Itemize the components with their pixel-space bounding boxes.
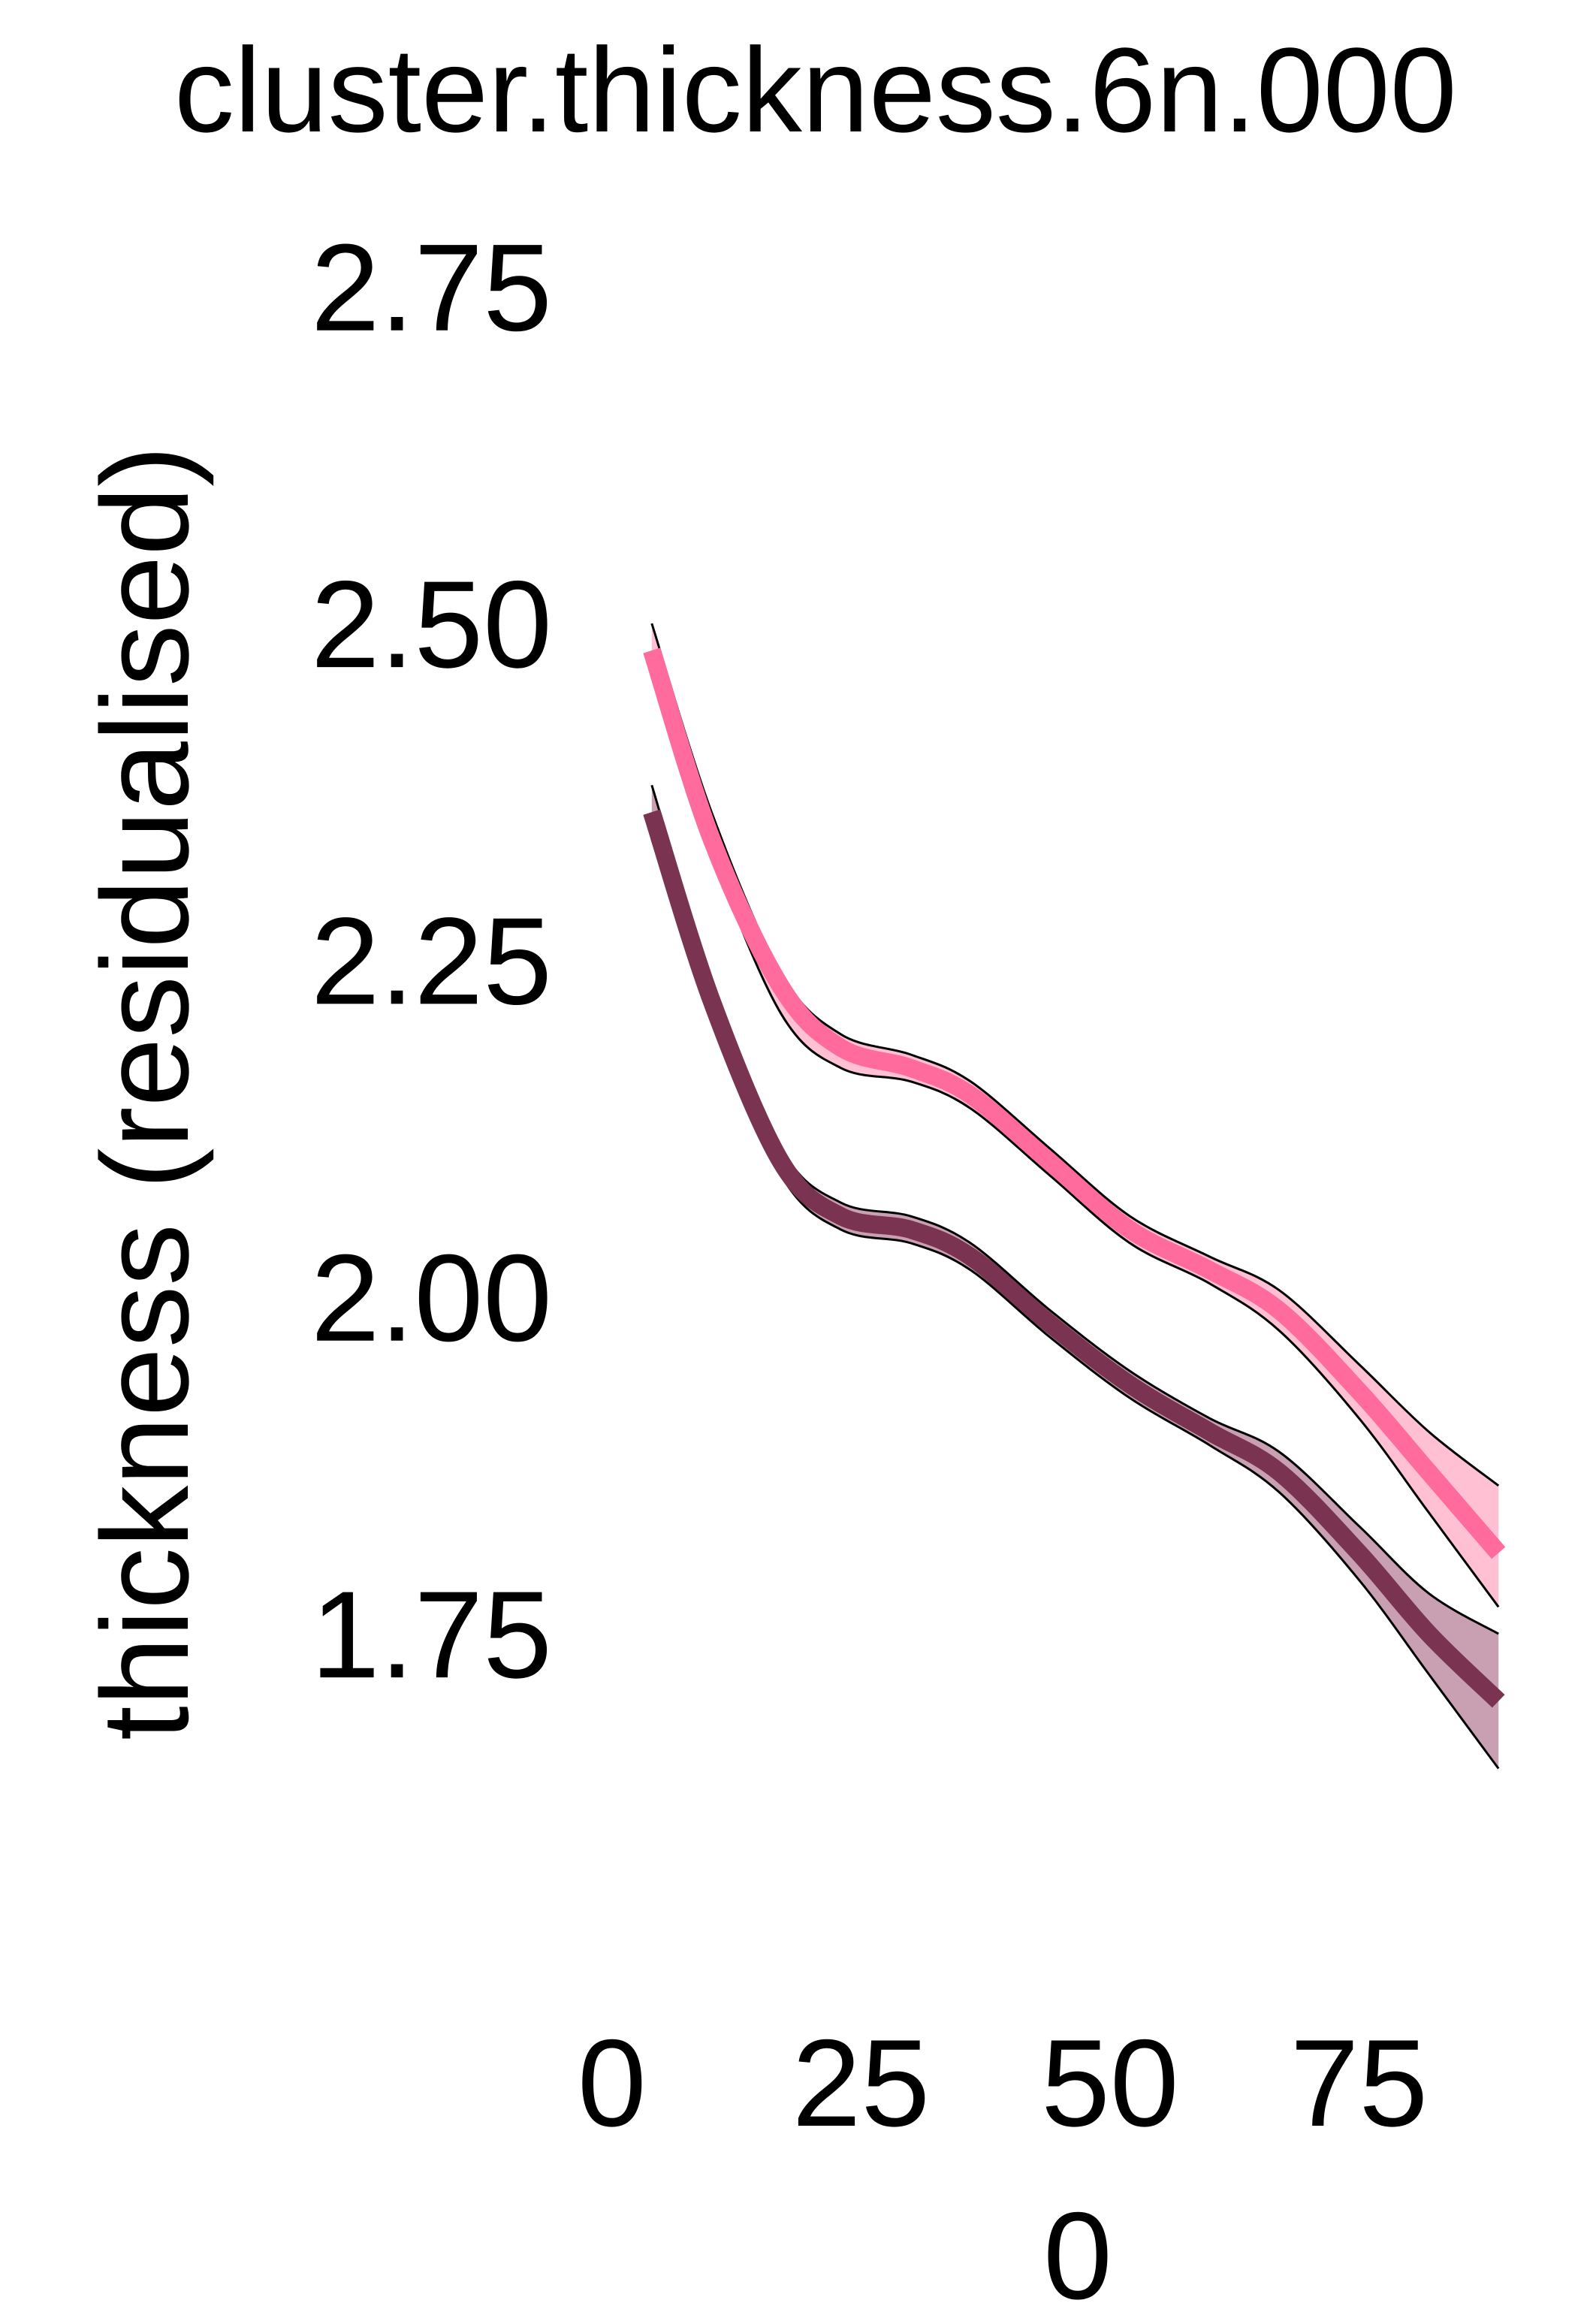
plot-area [643, 623, 1506, 1770]
series-2-point-1 [651, 811, 653, 813]
x-axis-label: 0 [1043, 2187, 1112, 2306]
y-tick-label: 2.75 [311, 219, 552, 357]
x-tick-label: 75 [1290, 2014, 1429, 2152]
y-tick-label: 2.00 [311, 1229, 552, 1367]
series-2-line [643, 809, 1505, 1708]
y-tick-label: 2.50 [311, 555, 552, 693]
series-1-point-6 [970, 1094, 971, 1096]
series-1-point-10 [1278, 1310, 1280, 1311]
series-1-point-8 [1130, 1229, 1131, 1230]
y-axis-label: thickness (residualised) [76, 445, 214, 1740]
series-1 [643, 623, 1506, 1608]
x-tick-label: 25 [792, 2014, 931, 2152]
x-tick-label: 50 [1041, 2014, 1179, 2152]
series-2-point-3 [780, 1161, 782, 1163]
series-1-line [643, 647, 1506, 1559]
series-2-upper-bound [650, 784, 1499, 1635]
y-tick-label: 2.25 [311, 892, 552, 1030]
series-1-point-9 [1209, 1269, 1211, 1271]
series-1-confidence-band [651, 623, 1499, 1607]
series-1-point-4 [840, 1047, 842, 1049]
series-1-point-1 [651, 650, 653, 651]
series-1-point-11 [1359, 1390, 1360, 1392]
x-tick-label: 0 [578, 2014, 647, 2152]
series-2-point-10 [1278, 1471, 1280, 1473]
series-2-point-11 [1359, 1553, 1360, 1554]
series-1-point-12 [1428, 1471, 1429, 1473]
series-1-point-7 [1049, 1161, 1051, 1163]
series-2 [643, 784, 1505, 1770]
y-axis-ticks: 1.75 2.00 2.25 2.50 2.75 [311, 219, 552, 1704]
series-2-point-12 [1428, 1633, 1429, 1634]
x-axis-ticks: 0 25 50 75 [578, 2014, 1428, 2152]
series-1-point-2 [711, 838, 712, 840]
series-2-point-2 [711, 1000, 712, 1001]
y-tick-label: 1.75 [311, 1565, 552, 1704]
series-1-point-13 [1498, 1553, 1499, 1554]
series-1-point-5 [910, 1067, 912, 1069]
series-2-point-5 [910, 1229, 912, 1230]
series-1-point-3 [780, 986, 782, 988]
series-2-confidence-band [651, 785, 1499, 1769]
series-2-point-7 [1049, 1324, 1051, 1325]
chart-title: cluster.thickness.6n.000 [174, 23, 1457, 157]
series-1-lower-bound [650, 677, 1500, 1608]
series-2-point-6 [970, 1256, 971, 1257]
series-2-point-13 [1498, 1701, 1499, 1702]
series-2-point-9 [1209, 1431, 1211, 1432]
series-2-point-8 [1130, 1384, 1131, 1385]
series-2-point-4 [840, 1215, 842, 1217]
